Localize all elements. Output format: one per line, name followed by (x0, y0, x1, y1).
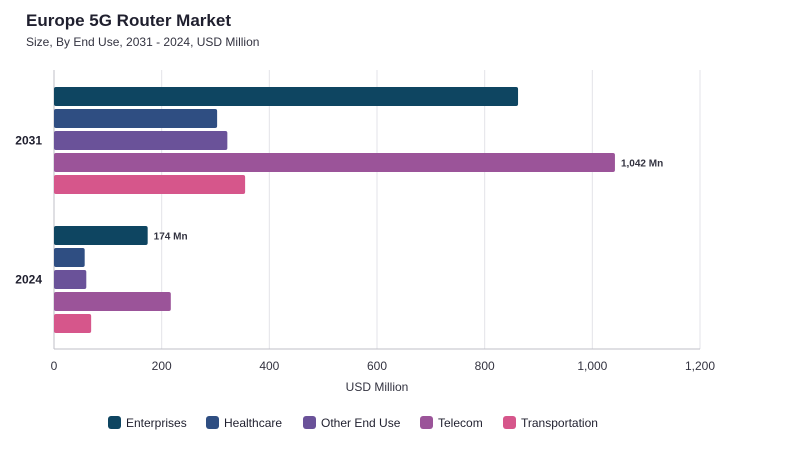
chart-subtitle: Size, By End Use, 2031 - 2024, USD Milli… (26, 35, 260, 49)
legend-swatch-healthcare (206, 416, 219, 429)
x-tick-label: 800 (475, 359, 495, 373)
x-tick-label: 0 (51, 359, 58, 373)
bar-2024-transportation (54, 314, 92, 333)
legend-label-enterprises: Enterprises (126, 416, 187, 430)
legend-swatch-transportation (503, 416, 516, 429)
legend-label-healthcare: Healthcare (224, 416, 282, 430)
legend-label-transportation: Transportation (521, 416, 598, 430)
x-tick-label: 200 (152, 359, 172, 373)
bar-2031-other-end-use (54, 131, 228, 150)
data-label-1: 174 Mn (154, 232, 188, 243)
legend-swatch-other-end-use (303, 416, 316, 429)
legend-swatch-telecom (420, 416, 433, 429)
x-tick-label: 1,200 (685, 359, 715, 373)
x-tick-label: 600 (367, 359, 387, 373)
x-tick-label: 1,000 (577, 359, 607, 373)
x-axis-title: USD Million (346, 380, 409, 394)
bar-2024-healthcare (54, 248, 85, 267)
chart-title: Europe 5G Router Market (26, 11, 231, 30)
bar-2031-enterprises (54, 87, 519, 106)
bar-2024-enterprises (54, 226, 148, 245)
bar-2024-telecom (54, 292, 171, 311)
x-tick-label: 400 (259, 359, 279, 373)
category-label-2024: 2024 (15, 273, 42, 287)
bar-2031-healthcare (54, 109, 218, 128)
data-label-0: 1,042 Mn (621, 159, 663, 170)
bar-2031-telecom (54, 153, 615, 172)
bar-2024-other-end-use (54, 270, 87, 289)
category-label-2031: 2031 (15, 134, 42, 148)
bar-2031-transportation (54, 175, 246, 194)
legend-swatch-enterprises (108, 416, 121, 429)
legend-label-other-end-use: Other End Use (321, 416, 401, 430)
legend-label-telecom: Telecom (438, 416, 483, 430)
